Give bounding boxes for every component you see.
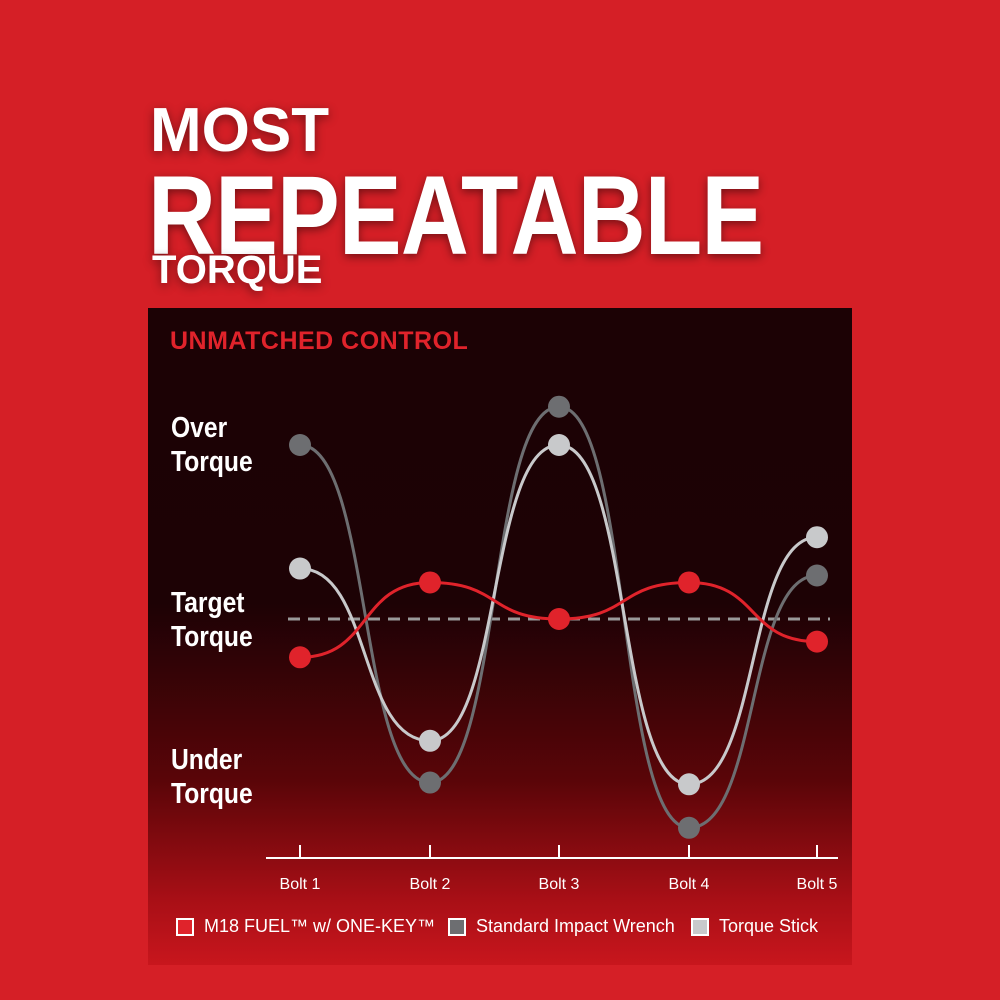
data-point-1-0 (289, 434, 311, 456)
chart-title: UNMATCHED CONTROL (170, 327, 469, 355)
data-point-0-4 (806, 630, 828, 653)
y-label-over-1: Over (171, 412, 228, 444)
y-label-target-2: Torque (171, 621, 253, 653)
x-tick-label: Bolt 2 (410, 876, 451, 893)
data-point-1-1 (419, 771, 441, 794)
headline-line2: REPEATABLE (148, 153, 764, 278)
legend-item-torque-stick: Torque Stick (691, 916, 818, 937)
data-point-0-2 (548, 608, 570, 630)
y-label-target: Target Torque (171, 586, 253, 654)
chart-panel (148, 308, 852, 965)
headline-line3: TORQUE (152, 248, 323, 292)
data-point-2-3 (678, 773, 700, 796)
x-tick-label: Bolt 4 (669, 876, 710, 893)
legend-swatch-m18 (176, 917, 194, 936)
legend-swatch-impact (448, 917, 466, 936)
x-tick-label: Bolt 5 (797, 876, 838, 893)
headline-line1: MOST (150, 96, 330, 165)
legend-label-torque-stick: Torque Stick (719, 916, 819, 936)
data-point-0-0 (289, 646, 311, 669)
legend-label-impact: Standard Impact Wrench (476, 916, 675, 936)
legend-label-m18: M18 FUEL™ w/ ONE-KEY™ (204, 916, 436, 936)
data-point-1-2 (548, 395, 570, 418)
y-label-under: Under Torque (171, 743, 253, 811)
data-point-2-1 (419, 729, 441, 752)
data-point-1-3 (678, 816, 700, 839)
y-label-target-1: Target (171, 587, 245, 619)
y-label-under-2: Torque (171, 778, 253, 810)
y-label-over: Over Torque (171, 411, 253, 479)
data-point-0-1 (419, 571, 441, 594)
data-point-1-4 (806, 564, 828, 587)
data-point-2-4 (806, 526, 828, 549)
x-tick-label: Bolt 1 (280, 876, 321, 893)
legend-item-m18: M18 FUEL™ w/ ONE-KEY™ (176, 916, 435, 937)
data-point-2-0 (289, 557, 311, 580)
legend-swatch-torque-stick (691, 917, 709, 936)
y-label-over-2: Torque (171, 446, 253, 478)
data-point-0-3 (678, 571, 700, 594)
x-tick-label: Bolt 3 (539, 876, 580, 893)
data-point-2-2 (548, 434, 570, 456)
legend-item-impact: Standard Impact Wrench (448, 916, 675, 937)
y-label-under-1: Under (171, 744, 243, 776)
